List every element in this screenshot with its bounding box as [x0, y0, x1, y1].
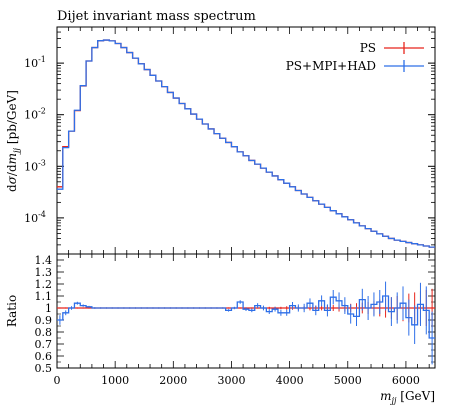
- x-tick-label: 2000: [159, 374, 187, 387]
- x-tick-label: 0: [54, 374, 61, 387]
- main-series-group: [57, 39, 435, 248]
- x-tick-label: 1000: [101, 374, 129, 387]
- main-y-tick-label: 10-2: [24, 107, 46, 122]
- ratio-y-tick-label: 1: [45, 302, 52, 315]
- ratio-series-line-ps-mpi-had: [57, 295, 435, 339]
- ratio-y-tick-label: 1.4: [35, 254, 53, 267]
- ratio-y-tick-label: 1.1: [35, 290, 53, 303]
- ratio-y-tick-label: 0.9: [35, 314, 53, 327]
- x-tick-label: 6000: [392, 374, 420, 387]
- ratio-plot-frame: [56, 253, 436, 369]
- main-y-axis-ticks: 10-1 10-2 10-3 10-4: [24, 26, 435, 255]
- x-axis-label: mjj [GeV]: [380, 389, 435, 405]
- ratio-y-tick-label: 1.2: [35, 278, 53, 291]
- main-series-line-ps: [57, 39, 435, 248]
- ratio-y-axis-ticks: 0.50.60.70.80.911.11.21.31.4: [35, 254, 435, 375]
- ratio-series-group: [57, 281, 435, 365]
- main-series-line-ps-mpi-had: [57, 39, 435, 248]
- ratio-y-tick-label: 0.7: [35, 338, 53, 351]
- ratio-y-tick-label: 0.8: [35, 326, 53, 339]
- main-y-tick-label: 10-4: [24, 210, 46, 225]
- ratio-y-tick-label: 0.5: [35, 362, 53, 375]
- x-tick-label: 4000: [276, 374, 304, 387]
- x-tick-label: 5000: [334, 374, 362, 387]
- ratio-y-tick-label: 1.3: [35, 266, 53, 279]
- legend-label-ps-mpi-had: PS+MPI+HAD: [286, 59, 376, 73]
- x-tick-label: 3000: [217, 374, 245, 387]
- main-plot-frame: [56, 26, 436, 255]
- ratio-y-tick-label: 0.6: [35, 350, 53, 363]
- main-y-tick-label: 10-3: [24, 158, 46, 173]
- x-axis-ticks: 0 1000 2000 3000 4000 5000 6000: [54, 27, 430, 387]
- main-y-axis-label: dσ/dmjj [pb/GeV]: [5, 90, 21, 192]
- legend-label-ps: PS: [360, 41, 376, 55]
- main-y-tick-label: 10-1: [24, 55, 46, 70]
- chart-title: Dijet invariant mass spectrum: [57, 9, 256, 24]
- legend: PS PS+MPI+HAD: [286, 41, 424, 73]
- ratio-y-axis-label: Ratio: [5, 295, 19, 327]
